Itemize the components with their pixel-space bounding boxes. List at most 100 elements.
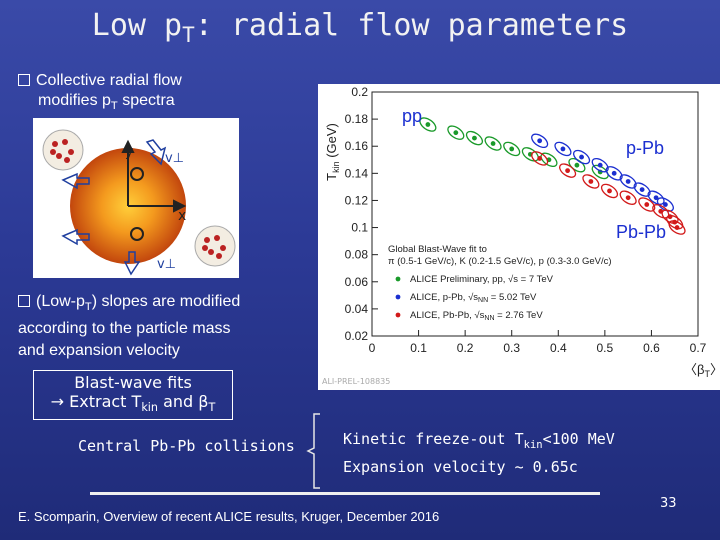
data-point-ellipse <box>619 190 637 205</box>
data-point-ellipse <box>656 197 674 212</box>
data-point <box>639 187 645 192</box>
data-point <box>611 170 617 176</box>
data-point <box>453 130 459 136</box>
data-point-ellipse <box>647 190 665 205</box>
diagram-axes <box>121 139 187 213</box>
data-point <box>472 135 477 141</box>
plot-frame <box>371 91 699 337</box>
axis-y-label: y <box>125 144 133 160</box>
data-point-ellipse <box>591 164 609 180</box>
x-axis-label: 〈βT〉 <box>684 362 720 379</box>
data-point-ellipse <box>419 117 437 132</box>
data-point-ellipse <box>600 183 619 199</box>
data-point-ellipse <box>559 163 577 178</box>
y-tick-label: 0.02 <box>345 329 369 343</box>
data-point <box>588 179 594 184</box>
data-point-ellipse <box>582 174 600 189</box>
y-tick-label: 0.2 <box>351 85 368 99</box>
y-tick-label: 0.06 <box>345 275 369 289</box>
y-tick-label: 0.04 <box>345 302 369 316</box>
legend-entry: ALICE, p-Pb, √sNN = 5.02 TeV <box>410 292 537 304</box>
data-point <box>537 156 543 161</box>
axis-x-label: x <box>178 208 186 224</box>
system-label: pp <box>402 106 422 126</box>
data-point-ellipse <box>531 133 549 149</box>
x-tick-label: 0.3 <box>503 341 520 355</box>
y-tick-label: 0.14 <box>345 166 369 180</box>
central-collisions-label: Central Pb-Pb collisions <box>78 437 295 455</box>
slide-title: Low pT: radial flow parameters <box>91 8 629 47</box>
particle-cluster-bottom-right <box>194 225 236 267</box>
data-point-ellipse <box>591 157 609 173</box>
bullet-radial-flow: Collective radial flow modifies pT spect… <box>18 71 182 116</box>
data-point <box>560 146 566 152</box>
plot-area: 0.02 0.04 0.06 0.08 0.1 0.12 0.14 0.16 0.18 0.2 0 0… <box>324 85 720 379</box>
blast-wave-chart: 0.02 0.04 0.06 0.08 0.1 0.12 0.14 0.16 0.18 0.2 0 0… <box>318 84 720 390</box>
footer-rule <box>90 492 600 495</box>
results-text: Kinetic freeze-out Tkin<100 MeV Expansio… <box>343 430 615 476</box>
y-tick-label: 0.12 <box>345 193 369 207</box>
data-point-ellipse <box>668 220 686 235</box>
y-tick-label: 0.08 <box>345 248 369 262</box>
legend-marker <box>395 276 401 282</box>
x-tick-label: 0.2 <box>457 341 474 355</box>
bracket <box>306 413 320 489</box>
data-point <box>565 168 570 174</box>
y-tick-label: 0.18 <box>345 112 369 126</box>
data-point <box>597 162 603 168</box>
data-point-ellipse <box>531 151 549 166</box>
particle-cluster-top-left <box>42 129 84 171</box>
y-tick-label: 0.16 <box>345 139 369 153</box>
legend-marker <box>395 312 401 318</box>
data-point <box>674 225 680 230</box>
data-point-ellipse <box>447 125 465 140</box>
data-point <box>607 188 612 194</box>
data-point-ellipse <box>666 214 684 230</box>
data-point-ellipse <box>633 182 651 197</box>
x-tick-label: 0.4 <box>550 341 567 355</box>
data-point-ellipse <box>573 149 591 165</box>
system-label: Pb-Pb <box>616 222 666 242</box>
legend-title: π (0.5-1 GeV/c), K (0.2-1.5 GeV/c), p (0… <box>388 256 612 267</box>
data-point-ellipse <box>554 141 572 157</box>
data-point-ellipse <box>465 130 484 146</box>
y-axis-label: Tkin (GeV) <box>324 123 341 181</box>
data-point-ellipse <box>605 166 623 181</box>
blast-wave-box: Blast-wave fits → Extract Tkin and βT <box>33 370 233 420</box>
system-label: p-Pb <box>626 138 664 158</box>
data-point-ellipse <box>484 136 502 151</box>
data-point <box>625 179 631 184</box>
data-point <box>509 146 515 152</box>
legend-entry: ALICE, Pb-Pb, √sNN = 2.76 TeV <box>410 310 543 322</box>
data-point <box>574 162 580 168</box>
data-point <box>644 202 650 207</box>
chart-watermark: ALI-PREL-108835 <box>322 377 390 386</box>
flow-arrows <box>61 139 167 276</box>
data-point-ellipse <box>638 197 656 212</box>
x-tick-label: 0.5 <box>597 341 614 355</box>
footer-citation: E. Scomparin, Overview of recent ALICE r… <box>18 509 440 524</box>
data-point <box>579 154 584 160</box>
velocity-label-lower: v⊥ <box>157 257 176 272</box>
page-number: 33 <box>660 496 677 511</box>
data-point <box>490 141 496 146</box>
x-tick-label: 0.1 <box>410 341 427 355</box>
data-point <box>663 202 668 207</box>
marker-circle-upper <box>130 167 144 181</box>
x-tick-label: 0.7 <box>690 341 707 355</box>
velocity-label-upper: v⊥ <box>165 151 184 166</box>
marker-circle-lower <box>130 227 144 241</box>
x-tick-label: 0.6 <box>643 341 660 355</box>
legend-entry: ALICE Preliminary, pp, √s = 7 TeV <box>410 274 554 285</box>
bullet-box-icon <box>18 295 30 307</box>
legend-title: Global Blast-Wave fit to <box>388 244 487 255</box>
chart-background <box>318 84 720 390</box>
data-point-ellipse <box>503 141 521 157</box>
data-point <box>653 195 659 201</box>
legend-marker <box>395 294 401 300</box>
y-tick-label: 0.1 <box>351 221 368 235</box>
x-tick-label: 0 <box>369 341 376 355</box>
data-point <box>625 195 631 201</box>
bullet-slopes: (Low-pT) slopes are modified according t… <box>18 293 241 360</box>
radial-flow-diagram: y x v⊥ v⊥ <box>33 118 239 278</box>
